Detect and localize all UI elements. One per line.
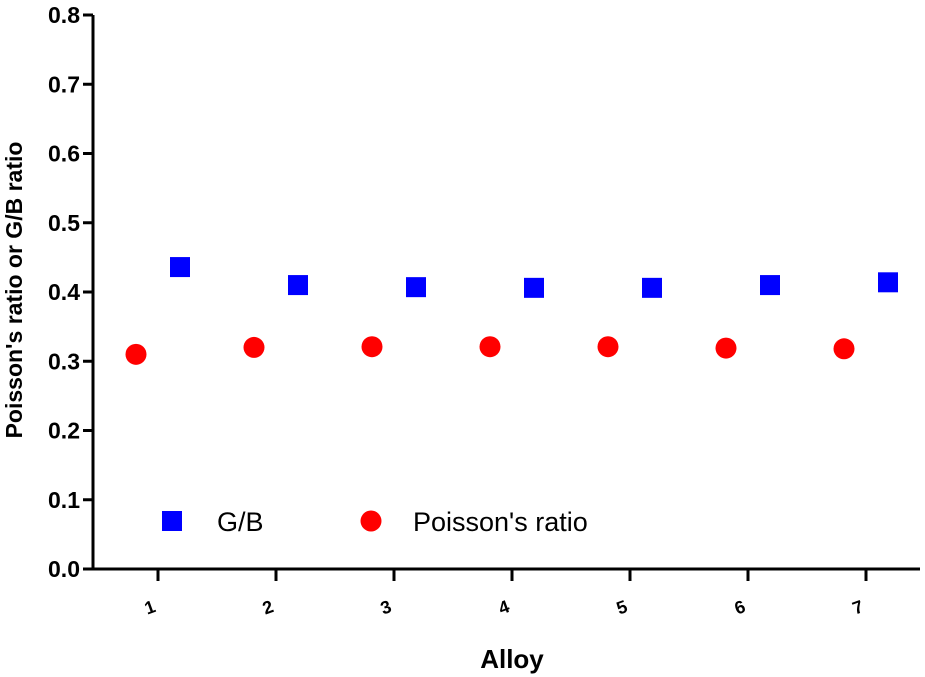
legend-label: G/B	[217, 507, 264, 537]
poisson-marker	[243, 336, 265, 358]
x-tick-label: 5	[614, 596, 630, 618]
poisson-marker	[479, 336, 501, 358]
x-tick-label: 3	[378, 596, 394, 618]
y-tick-label: 0.6	[48, 141, 80, 167]
legend-label: Poisson's ratio	[413, 507, 588, 537]
y-tick-label: 0.5	[48, 210, 80, 236]
x-tick-label: 1	[142, 596, 158, 618]
legend: G/B Poisson's ratio	[162, 507, 588, 537]
poisson-marker	[597, 336, 619, 358]
y-tick-label: 0.3	[48, 348, 80, 374]
poisson-marker	[715, 337, 737, 359]
poisson-marker	[361, 336, 383, 358]
x-tick-label: 6	[732, 596, 748, 618]
y-tick-label: 0.0	[48, 556, 80, 582]
y-tick-label: 0.1	[48, 487, 80, 513]
gb-marker	[760, 275, 780, 296]
poisson-marker	[125, 343, 147, 365]
gb-marker	[406, 277, 426, 298]
y-tick-label: 0.4	[48, 279, 80, 305]
x-axis-title: Alloy	[480, 644, 544, 674]
y-axis-title: Poisson's ratio or G/B ratio	[1, 142, 27, 439]
x-tick-label: 7	[850, 596, 866, 618]
y-tick-label: 0.7	[48, 71, 80, 97]
y-tick-label: 0.2	[48, 418, 80, 444]
x-tick-label: 4	[496, 596, 512, 618]
poisson-marker	[833, 338, 855, 360]
legend-gb-marker	[162, 511, 182, 531]
y-tick-label: 0.8	[48, 2, 80, 28]
gb-marker	[878, 272, 898, 293]
gb-marker	[524, 277, 544, 298]
gb-marker	[170, 257, 190, 278]
gb-marker	[288, 275, 308, 296]
legend-poisson-marker	[360, 510, 382, 532]
x-tick-label: 2	[260, 596, 276, 618]
gb-marker	[642, 277, 662, 298]
